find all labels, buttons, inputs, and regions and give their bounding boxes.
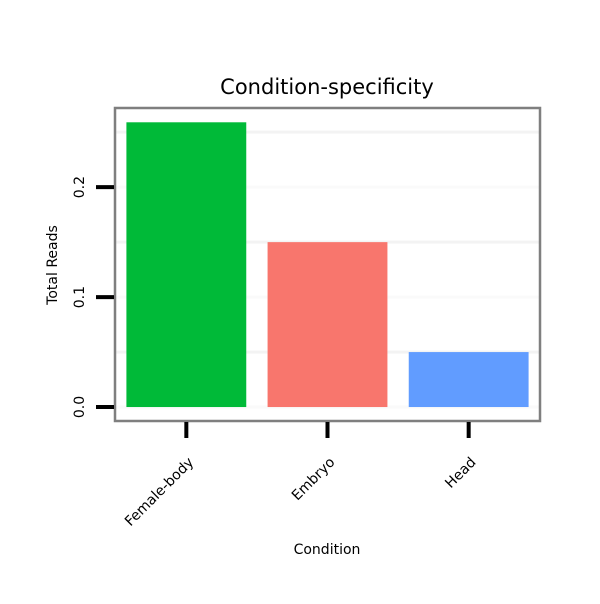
bar-female-body xyxy=(126,122,247,408)
chart-title: Condition-specificity xyxy=(220,75,434,99)
y-tick-label: 0.0 xyxy=(72,396,88,418)
x-tick-label: Embryo xyxy=(289,455,338,504)
plot-panel-border xyxy=(113,106,542,423)
bar-head xyxy=(408,352,529,408)
y-axis-label: Total Reads xyxy=(45,225,61,306)
x-tick-label: Head xyxy=(442,455,479,492)
bar-embryo xyxy=(267,242,388,408)
y-tick-label: 0.1 xyxy=(72,286,88,308)
x-axis-label: Condition xyxy=(294,542,361,558)
x-tick-label: Female-body xyxy=(122,455,197,530)
y-tick-label: 0.2 xyxy=(72,176,88,198)
